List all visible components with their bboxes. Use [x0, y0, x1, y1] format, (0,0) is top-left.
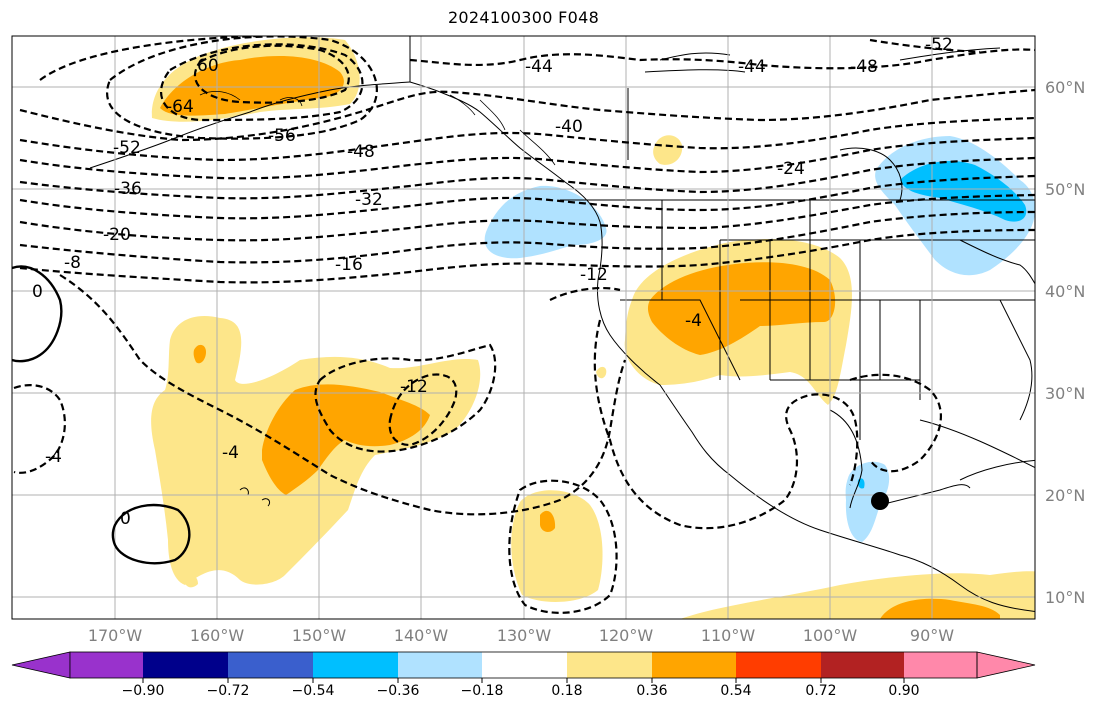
lat-label: 30°N [1045, 384, 1086, 403]
colorbar-segment [904, 652, 977, 678]
contour-label: -52 [113, 138, 141, 158]
colorbar-segment [70, 652, 143, 678]
contour-label: -4 [685, 311, 702, 331]
contour-label: 0 [120, 509, 131, 529]
colorbar-segment [482, 652, 567, 678]
lat-label: 10°N [1045, 588, 1086, 607]
contour-label: -12 [580, 265, 608, 285]
colorbar-segment [567, 652, 652, 678]
dashed-contours [13, 36, 1035, 614]
contour-label: -52 [925, 35, 953, 55]
contour-label: -44 [525, 57, 553, 77]
lon-label: 160°W [189, 626, 245, 645]
colorbar-segment [143, 652, 228, 678]
positive-anomaly-fill [151, 37, 1035, 619]
contour-label: -48 [347, 142, 375, 162]
contour-label: -48 [850, 57, 878, 77]
lon-label: 130°W [496, 626, 552, 645]
lat-label: 50°N [1045, 180, 1086, 199]
colorbar [11, 651, 1036, 683]
lat-label: 60°N [1045, 78, 1086, 97]
lon-label: 110°W [700, 626, 756, 645]
contour-label: -40 [555, 117, 583, 137]
contour-label: -36 [114, 179, 142, 199]
colorbar-tick-label: −0.90 [121, 683, 165, 699]
colorbar-tick-label: −0.18 [460, 683, 504, 699]
lon-label: 120°W [598, 626, 654, 645]
contour-label: -4 [222, 443, 239, 463]
contour-label: 0 [32, 282, 43, 302]
map-frame [11, 35, 1036, 620]
lon-label: 140°W [393, 626, 449, 645]
contour-labels: 60 -64 -56 -52 -36 -20 -8 0 -48 -32 -16 … [32, 35, 953, 529]
lon-label: 90°W [909, 626, 955, 645]
colorbar-tick-label: −0.72 [206, 683, 250, 699]
colorbar-min-extension [11, 651, 71, 679]
lat-label: 40°N [1045, 282, 1086, 301]
colorbar-tick-label: 0.72 [805, 683, 837, 699]
colorbar-tick-label: 0.90 [888, 683, 920, 699]
colorbar-tick-label: 0.18 [551, 683, 583, 699]
colorbar-segment [398, 652, 482, 678]
contour-label: -12 [400, 377, 428, 397]
map-title: 2024100300 F048 [447, 8, 600, 27]
colorbar-segment [313, 652, 398, 678]
colorbar-segment [652, 652, 736, 678]
colorbar-segment [821, 652, 904, 678]
contour-label: -16 [335, 255, 363, 275]
contour-label: -64 [166, 97, 194, 117]
contour-label: -8 [64, 253, 81, 273]
gridlines [12, 36, 1035, 619]
lon-label: 170°W [87, 626, 143, 645]
lat-label: 20°N [1045, 486, 1086, 505]
lon-label: 150°W [291, 626, 347, 645]
colorbar-segment [228, 652, 313, 678]
colorbar-segment [736, 652, 821, 678]
contour-label: -44 [738, 57, 766, 77]
lon-label: 100°W [802, 626, 858, 645]
colorbar-tick-label: 0.54 [720, 683, 752, 699]
contour-label: -32 [355, 190, 383, 210]
contour-label: -24 [777, 159, 805, 179]
colorbar-tick-label: −0.36 [376, 683, 420, 699]
islands [199, 90, 556, 166]
contour-label: -4 [45, 447, 62, 467]
solid-contours [12, 265, 191, 565]
colorbar-tick-label: 0.36 [636, 683, 668, 699]
contour-label: -56 [268, 126, 296, 146]
contour-label: 60 [197, 56, 219, 76]
colorbar-max-extension [976, 651, 1036, 679]
colorbar-tick-label: −0.54 [291, 683, 335, 699]
storm-center-marker [871, 492, 889, 510]
contour-label: -20 [103, 225, 131, 245]
